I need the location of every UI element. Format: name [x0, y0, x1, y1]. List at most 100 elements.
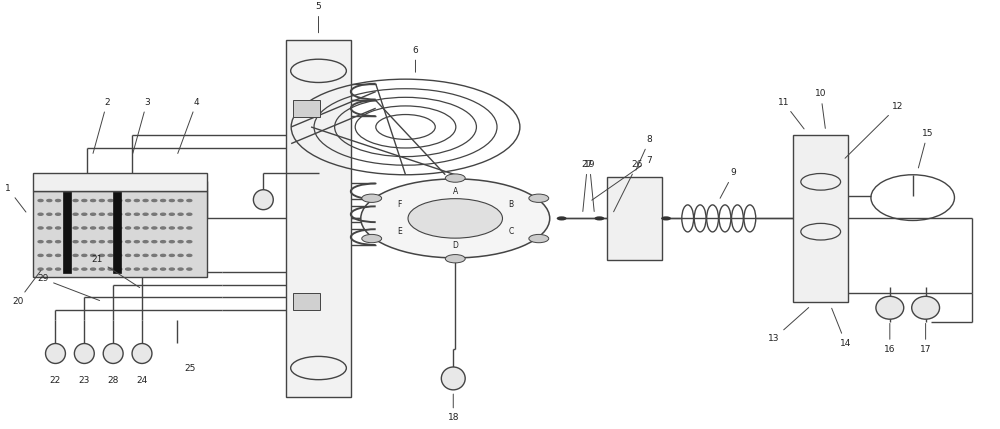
Circle shape: [82, 268, 87, 270]
Circle shape: [56, 227, 61, 229]
Circle shape: [169, 268, 174, 270]
Circle shape: [47, 241, 52, 243]
Circle shape: [99, 268, 104, 270]
Bar: [293, 100, 320, 117]
Circle shape: [64, 227, 69, 229]
Ellipse shape: [912, 296, 940, 319]
Bar: [63, 192, 71, 273]
Text: 27: 27: [582, 160, 593, 211]
Text: 24: 24: [136, 376, 148, 385]
Bar: [293, 293, 320, 310]
Circle shape: [47, 254, 52, 257]
Circle shape: [143, 199, 148, 202]
Circle shape: [91, 254, 96, 257]
Text: 15: 15: [918, 129, 933, 168]
Text: 19: 19: [584, 160, 595, 211]
Circle shape: [161, 227, 166, 229]
Bar: [286, 39, 351, 397]
Circle shape: [152, 268, 157, 270]
Bar: [607, 177, 662, 260]
Circle shape: [82, 213, 87, 215]
Text: 2: 2: [93, 97, 110, 154]
Circle shape: [361, 179, 550, 258]
Circle shape: [161, 254, 166, 257]
Ellipse shape: [253, 190, 273, 210]
Circle shape: [408, 199, 502, 238]
Circle shape: [169, 199, 174, 202]
Circle shape: [99, 241, 104, 243]
Circle shape: [47, 199, 52, 202]
Bar: [33, 191, 207, 277]
Circle shape: [126, 227, 131, 229]
Circle shape: [143, 241, 148, 243]
Text: 9: 9: [720, 168, 737, 198]
Circle shape: [169, 241, 174, 243]
Circle shape: [38, 254, 43, 257]
Ellipse shape: [103, 344, 123, 363]
Circle shape: [117, 199, 122, 202]
Text: 18: 18: [448, 394, 459, 423]
Circle shape: [99, 199, 104, 202]
Text: 3: 3: [133, 97, 150, 154]
Circle shape: [161, 199, 166, 202]
Circle shape: [73, 241, 78, 243]
Text: 5: 5: [316, 2, 321, 33]
Circle shape: [117, 227, 122, 229]
Circle shape: [134, 199, 139, 202]
Circle shape: [161, 241, 166, 243]
Ellipse shape: [876, 296, 904, 319]
Text: 8: 8: [636, 135, 653, 170]
Circle shape: [73, 268, 78, 270]
Circle shape: [169, 227, 174, 229]
Text: 28: 28: [107, 376, 119, 385]
Circle shape: [38, 241, 43, 243]
Circle shape: [152, 241, 157, 243]
Circle shape: [108, 241, 113, 243]
Circle shape: [38, 199, 43, 202]
Text: B: B: [508, 200, 513, 209]
Circle shape: [64, 241, 69, 243]
Circle shape: [82, 254, 87, 257]
Text: 21: 21: [92, 255, 140, 287]
Circle shape: [445, 254, 465, 263]
Text: 29: 29: [37, 274, 100, 301]
Ellipse shape: [74, 344, 94, 363]
Text: 16: 16: [884, 323, 896, 354]
Circle shape: [38, 268, 43, 270]
Circle shape: [134, 213, 139, 215]
Circle shape: [64, 254, 69, 257]
Circle shape: [82, 199, 87, 202]
Circle shape: [169, 213, 174, 215]
Text: F: F: [397, 200, 402, 209]
Text: 22: 22: [50, 376, 61, 385]
Circle shape: [64, 199, 69, 202]
Circle shape: [47, 213, 52, 215]
Text: 13: 13: [768, 308, 809, 344]
Text: 10: 10: [815, 89, 826, 128]
Circle shape: [362, 234, 382, 243]
Circle shape: [82, 227, 87, 229]
Circle shape: [445, 174, 465, 182]
Circle shape: [56, 199, 61, 202]
Circle shape: [91, 268, 96, 270]
Circle shape: [187, 254, 192, 257]
Circle shape: [117, 241, 122, 243]
Circle shape: [529, 194, 549, 202]
Circle shape: [47, 268, 52, 270]
Circle shape: [91, 227, 96, 229]
Circle shape: [108, 227, 113, 229]
Circle shape: [91, 241, 96, 243]
Text: 25: 25: [184, 363, 195, 372]
Circle shape: [117, 254, 122, 257]
Text: 4: 4: [178, 97, 200, 154]
Circle shape: [91, 213, 96, 215]
Circle shape: [178, 199, 183, 202]
Circle shape: [126, 268, 131, 270]
Circle shape: [187, 199, 192, 202]
Ellipse shape: [441, 367, 465, 390]
Circle shape: [529, 234, 549, 243]
Circle shape: [134, 268, 139, 270]
Text: D: D: [452, 241, 458, 250]
Bar: [33, 173, 207, 191]
Circle shape: [134, 254, 139, 257]
